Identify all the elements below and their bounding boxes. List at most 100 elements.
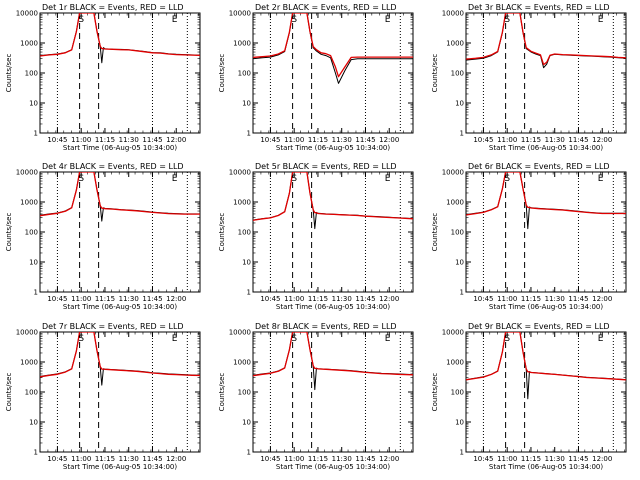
detector-panel: Det 9r BLACK = Events, RED = LLD 1 10 100 10… — [431, 322, 627, 471]
x-tick-label: 11:30 — [332, 295, 352, 303]
y-tick-label: 10 — [29, 100, 38, 108]
y-tick-label: 10000 — [16, 329, 38, 337]
y-tick-label: 1000 — [233, 40, 251, 48]
y-tick-label: 1 — [247, 449, 251, 457]
y-tick-label: 10 — [455, 419, 464, 427]
y-tick-label: 10 — [455, 100, 464, 108]
y-tick-label: 1 — [247, 130, 251, 138]
y-tick-label: 10000 — [229, 169, 251, 177]
y-tick-label: 100 — [451, 229, 464, 237]
series-group — [253, 332, 413, 391]
x-tick-label: 11:30 — [119, 455, 139, 463]
x-tick-label: 11:00 — [284, 136, 304, 144]
x-tick-label: 10:45 — [473, 295, 493, 303]
x-tick-label: 11:00 — [497, 455, 517, 463]
x-tick-label: 12:00 — [592, 455, 612, 463]
x-tick-label: 11:30 — [545, 455, 565, 463]
time-marker-label: E — [598, 174, 604, 184]
x-tick-label: 11:30 — [545, 295, 565, 303]
x-tick-label: 11:45 — [142, 295, 162, 303]
plot-frame — [465, 331, 627, 453]
x-tick-label: 11:15 — [521, 136, 541, 144]
time-marker-label: S — [291, 174, 297, 184]
x-tick-label: 10:45 — [473, 136, 493, 144]
time-marker-label: S — [504, 334, 510, 344]
x-tick-label: 11:15 — [308, 295, 328, 303]
x-tick-label: 11:30 — [119, 295, 139, 303]
y-tick-label: 1000 — [446, 199, 464, 207]
y-tick-label: 100 — [238, 70, 251, 78]
y-tick-label: 100 — [25, 389, 38, 397]
panel-title: Det 3r BLACK = Events, RED = LLD — [468, 3, 610, 12]
x-tick-label: 11:15 — [95, 455, 115, 463]
y-tick-label: 1000 — [446, 40, 464, 48]
x-tick-label: 11:00 — [284, 295, 304, 303]
x-axis-label: Start Time (06-Aug-05 10:34:00) — [489, 463, 603, 471]
x-tick-label: 10:45 — [260, 295, 280, 303]
y-tick-label: 1 — [460, 289, 464, 297]
x-tick-label: 11:15 — [308, 136, 328, 144]
panel-title: Det 2r BLACK = Events, RED = LLD — [255, 3, 397, 12]
y-axis-label: Counts/sec — [431, 373, 439, 412]
series-group — [466, 172, 626, 230]
x-tick-label: 10:45 — [47, 295, 67, 303]
detector-panel: Det 5r BLACK = Events, RED = LLD 1 10 100 10… — [218, 162, 414, 311]
y-tick-label: 1000 — [233, 359, 251, 367]
lld-series-line — [466, 13, 626, 66]
y-tick-label: 10000 — [229, 329, 251, 337]
x-tick-label: 11:00 — [71, 295, 91, 303]
y-tick-label: 100 — [25, 70, 38, 78]
lld-series-line — [40, 332, 200, 378]
x-axis-label: Start Time (06-Aug-05 10:34:00) — [63, 463, 177, 471]
x-tick-label: 10:45 — [47, 136, 67, 144]
series-group — [253, 13, 413, 84]
y-tick-label: 100 — [451, 389, 464, 397]
plot-frame — [465, 171, 627, 293]
time-marker-label: S — [78, 174, 84, 184]
detector-panel: Det 4r BLACK = Events, RED = LLD 1 10 100 10… — [5, 162, 201, 311]
x-tick-label: 10:45 — [473, 455, 493, 463]
y-axis-label: Counts/sec — [218, 373, 226, 412]
x-tick-label: 11:00 — [71, 455, 91, 463]
panel-title: Det 5r BLACK = Events, RED = LLD — [255, 162, 397, 171]
y-tick-label: 10 — [242, 100, 251, 108]
x-axis-label: Start Time (06-Aug-05 10:34:00) — [63, 144, 177, 152]
x-axis-label: Start Time (06-Aug-05 10:34:00) — [276, 303, 390, 311]
lld-series-line — [253, 13, 413, 78]
plot-frame — [39, 171, 201, 293]
y-tick-label: 1 — [34, 289, 38, 297]
x-axis-label: Start Time (06-Aug-05 10:34:00) — [276, 463, 390, 471]
panel-title: Det 6r BLACK = Events, RED = LLD — [468, 162, 610, 171]
y-tick-label: 10000 — [16, 169, 38, 177]
y-tick-label: 10 — [29, 259, 38, 267]
x-tick-label: 11:15 — [308, 455, 328, 463]
x-tick-label: 11:15 — [95, 295, 115, 303]
time-marker-label: S — [504, 174, 510, 184]
y-tick-label: 1 — [460, 130, 464, 138]
time-marker-label: E — [385, 334, 391, 344]
series-group — [466, 332, 626, 400]
y-tick-label: 1000 — [233, 199, 251, 207]
detector-panel: Det 7r BLACK = Events, RED = LLD 1 10 100 10… — [5, 322, 201, 471]
x-tick-label: 11:45 — [355, 455, 375, 463]
x-tick-label: 11:15 — [521, 455, 541, 463]
x-tick-label: 12:00 — [379, 455, 399, 463]
x-tick-label: 11:30 — [332, 455, 352, 463]
panel-title: Det 1r BLACK = Events, RED = LLD — [42, 3, 184, 12]
lld-series-line — [253, 172, 413, 221]
x-tick-label: 11:30 — [119, 136, 139, 144]
y-tick-label: 1000 — [446, 359, 464, 367]
y-tick-label: 10000 — [16, 10, 38, 18]
x-tick-label: 11:45 — [355, 136, 375, 144]
series-group — [40, 172, 200, 222]
time-marker-label: E — [172, 334, 178, 344]
y-tick-label: 10000 — [229, 10, 251, 18]
detector-panel: Det 8r BLACK = Events, RED = LLD 1 10 100 10… — [218, 322, 414, 471]
y-axis-label: Counts/sec — [218, 213, 226, 252]
y-tick-label: 10 — [455, 259, 464, 267]
time-marker-label: S — [291, 334, 297, 344]
y-tick-label: 100 — [238, 229, 251, 237]
x-tick-label: 12:00 — [166, 136, 186, 144]
y-tick-label: 10 — [242, 419, 251, 427]
